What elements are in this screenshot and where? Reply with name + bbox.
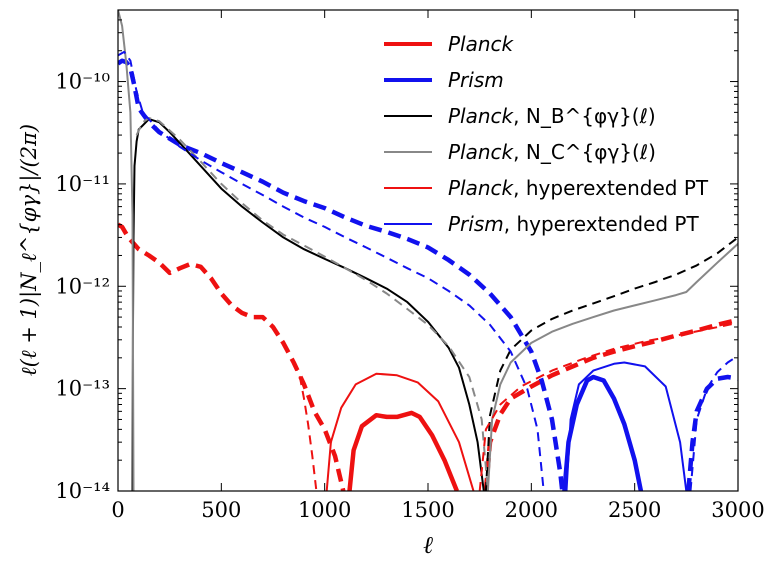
legend: Planck Prism Planck, N_B^{φγ}(ℓ) Planck, N_… (384, 32, 709, 236)
series-line-prism_hyper_dash-1 (689, 354, 738, 491)
x-tick-label: 1500 (401, 498, 454, 522)
series-line-prism-0 (562, 374, 644, 491)
legend-label-prism_hyper: Prism, hyperextended PT (448, 212, 699, 236)
y-axis-label: ℓ(ℓ + 1)|N_ℓ^{φγ}|/(2π) (17, 124, 42, 376)
plot-background (118, 10, 738, 491)
x-tick-label: 1000 (298, 498, 351, 522)
series-line-planck_hyper_dash-0 (292, 362, 318, 491)
series-line-prism_hyper-0 (565, 361, 688, 491)
legend-label-planck: Planck (448, 32, 515, 56)
series-line-planck_C-0 (118, 10, 135, 491)
series-layer (118, 10, 738, 491)
x-tick-label: 0 (111, 498, 124, 522)
series-line-planck-0 (347, 410, 459, 491)
y-tick-label: 10⁻¹³ (55, 377, 110, 401)
x-axis-label: ℓ (423, 531, 433, 559)
x-tick-label: 2500 (608, 498, 661, 522)
series-line-prism_dash-1 (686, 374, 738, 491)
y-tick-label: 10⁻¹² (55, 274, 110, 298)
x-tick-label: 500 (201, 498, 241, 522)
series-line-prism_hyper_dash-0 (118, 50, 545, 491)
series-line-planck_dash-0 (118, 222, 346, 491)
series-line-planck_dash-1 (483, 317, 738, 491)
series-line-planck_hyper_dash-1 (478, 321, 738, 491)
legend-label-prism: Prism (448, 68, 504, 92)
y-tick-label: 10⁻¹⁴ (55, 479, 110, 503)
y-axis-label-text: ℓ(ℓ + 1)|N_ℓ^{φγ}|/(2π) (17, 124, 42, 376)
legend-label-planck_B: Planck, N_B^{φγ}(ℓ) (448, 104, 656, 128)
series-line-planck_hyper-0 (325, 372, 475, 491)
x-tick-label: 2000 (505, 498, 558, 522)
series-line-planck_C_dash-0 (135, 117, 489, 491)
legend-label-planck_C: Planck, N_C^{φγ}(ℓ) (448, 140, 656, 164)
series-line-planck_B_dash-0 (484, 236, 738, 491)
series-line-prism_dash-0 (118, 58, 565, 491)
ticks-layer: 0 500 1000 1500 2000 2500 3000 10⁻¹⁴ 10⁻¹³ 10⁻¹² 1… (55, 9, 765, 522)
legend-label-planck_hyper: Planck, hyperextended PT (448, 176, 709, 200)
y-tick-label: 10⁻¹⁰ (55, 70, 110, 94)
x-tick-label: 3000 (711, 498, 764, 522)
y-tick-label: 10⁻¹¹ (55, 172, 110, 196)
series-line-planck_C-1 (486, 243, 738, 491)
